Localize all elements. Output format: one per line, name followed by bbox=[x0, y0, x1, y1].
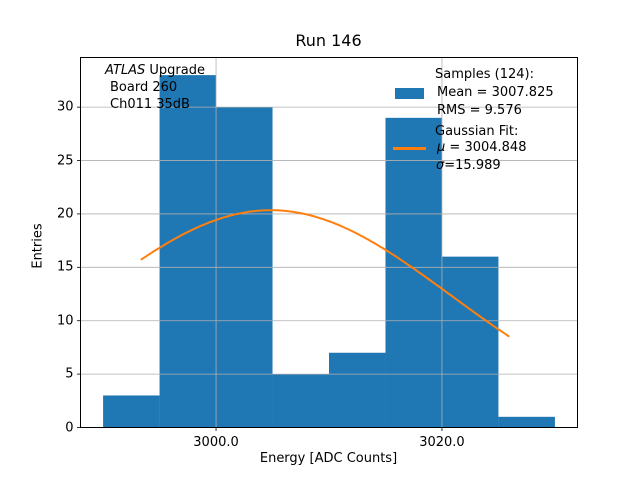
y-tick-label: 25 bbox=[56, 153, 74, 169]
histogram-bar bbox=[329, 352, 386, 428]
sigma-symbol: σ bbox=[436, 158, 445, 173]
sigma-rest: =15.989 bbox=[444, 158, 501, 173]
legend-sigma-value: σ=15.989 bbox=[436, 158, 501, 173]
legend-fit-header: Gaussian Fit: bbox=[435, 124, 519, 139]
x-tick-label: 3020.0 bbox=[419, 435, 465, 450]
legend-mu-value: μ = 3004.848 bbox=[437, 140, 526, 155]
legend-rms-value: RMS = 9.576 bbox=[437, 103, 522, 118]
annotation-line-2: Board 260 bbox=[110, 80, 178, 95]
chart-title: Run 146 bbox=[295, 31, 362, 50]
x-tick-label: 3000.0 bbox=[193, 435, 239, 450]
y-tick-label: 20 bbox=[56, 206, 74, 222]
histogram-bar bbox=[441, 256, 499, 428]
annotation-line-1: ATLAS Upgrade bbox=[105, 62, 205, 79]
histogram-bar bbox=[159, 75, 217, 428]
mu-symbol: μ bbox=[437, 140, 446, 155]
y-tick-label: 15 bbox=[56, 259, 74, 275]
y-tick-label: 5 bbox=[65, 366, 74, 382]
annotation-line-1-rest: Upgrade bbox=[145, 63, 205, 78]
y-tick-label: 30 bbox=[56, 99, 74, 115]
mu-rest: = 3004.848 bbox=[445, 140, 527, 155]
legend-samples-header: Samples (124): bbox=[435, 67, 534, 82]
detector-annotation: ATLAS Upgrade Board 260 Ch011 35dB bbox=[105, 62, 205, 113]
y-tick-label: 10 bbox=[56, 313, 74, 329]
histogram-swatch-icon bbox=[395, 88, 424, 99]
y-tick-label: 0 bbox=[65, 420, 74, 435]
plot-border bbox=[80, 57, 578, 428]
gaussian-fit-curve bbox=[140, 209, 510, 338]
experiment-name: ATLAS bbox=[105, 63, 146, 78]
annotation-line-3: Ch011 35dB bbox=[110, 97, 190, 112]
histogram-bar bbox=[498, 416, 555, 428]
fit-line-swatch-icon bbox=[393, 147, 426, 150]
x-axis-label: Energy [ADC Counts] bbox=[259, 451, 398, 466]
legend-mean-value: Mean = 3007.825 bbox=[437, 85, 554, 100]
histogram-bar bbox=[385, 117, 442, 428]
histogram-bar bbox=[272, 374, 329, 428]
histogram-bar bbox=[103, 395, 160, 428]
